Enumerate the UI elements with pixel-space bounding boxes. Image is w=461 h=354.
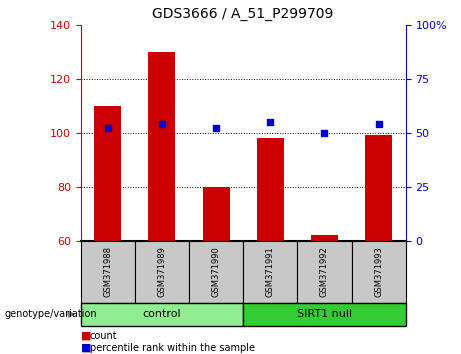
Text: GSM371989: GSM371989 (157, 246, 166, 297)
Text: percentile rank within the sample: percentile rank within the sample (90, 343, 255, 353)
Text: GSM371993: GSM371993 (374, 246, 383, 297)
Text: count: count (90, 331, 118, 341)
Text: ■: ■ (81, 331, 91, 341)
Title: GDS3666 / A_51_P299709: GDS3666 / A_51_P299709 (153, 7, 334, 21)
Bar (94, 106, 121, 241)
Text: GSM371990: GSM371990 (212, 246, 221, 297)
Text: control: control (142, 309, 181, 319)
Bar (148, 52, 176, 241)
Point (375, 121, 382, 127)
Point (104, 126, 112, 131)
Text: genotype/variation: genotype/variation (5, 309, 97, 319)
Bar (257, 138, 284, 241)
Text: ■: ■ (81, 343, 91, 353)
Text: GSM371991: GSM371991 (266, 246, 275, 297)
Point (158, 121, 165, 127)
Bar (202, 187, 230, 241)
Bar (365, 136, 392, 241)
Text: SIRT1 null: SIRT1 null (297, 309, 352, 319)
Point (266, 119, 274, 125)
Point (321, 130, 328, 136)
Text: GSM371992: GSM371992 (320, 246, 329, 297)
Bar (311, 235, 338, 241)
Point (213, 126, 220, 131)
Text: GSM371988: GSM371988 (103, 246, 112, 297)
